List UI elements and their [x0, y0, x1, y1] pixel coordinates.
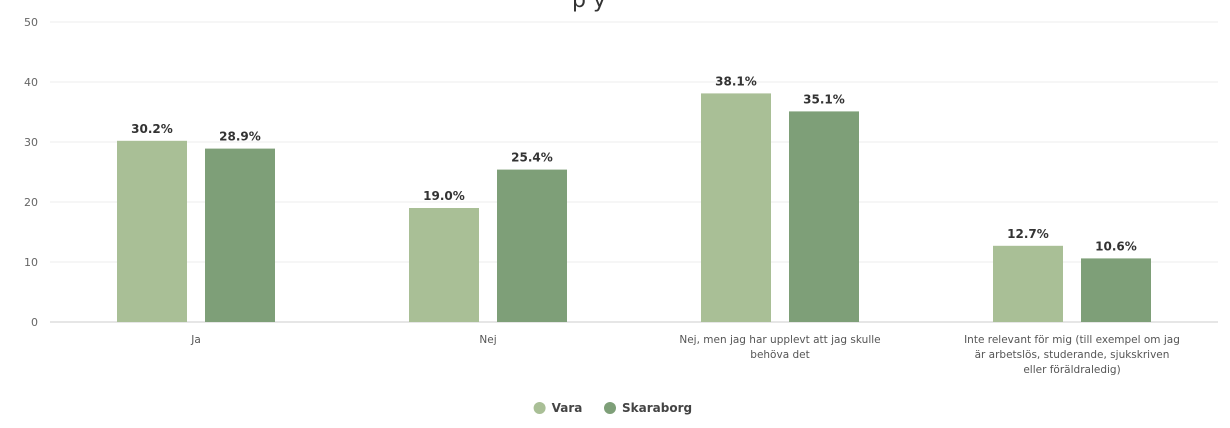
bar-skaraborg-2[interactable]: [789, 111, 859, 323]
data-label: 35.1%: [803, 92, 845, 106]
y-axis-ticks: 0 10 20 30 40 50: [24, 16, 38, 329]
legend-label: Skaraborg: [622, 401, 692, 415]
y-tick-label: 10: [24, 256, 38, 269]
data-label: 12.7%: [1007, 227, 1049, 241]
bar-vara-1[interactable]: [409, 208, 479, 322]
y-tick-label: 30: [24, 136, 38, 149]
x-category-label: Inte relevant för mig (till exempel om j…: [964, 334, 1180, 376]
x-axis-categories: Ja Nej Nej, men jag har upplevt att jag sk…: [190, 334, 1180, 376]
data-label: 28.9%: [219, 130, 261, 144]
chart-title-fragment: p y: [572, 0, 606, 13]
legend-marker: [604, 402, 616, 414]
bar-vara-2[interactable]: [701, 93, 771, 323]
legend-item-skaraborg[interactable]: Skaraborg: [604, 401, 692, 415]
bar-skaraborg-3[interactable]: [1081, 258, 1151, 322]
data-label: 25.4%: [511, 151, 553, 165]
data-label: 30.2%: [131, 122, 173, 136]
legend-item-vara[interactable]: Vara: [533, 401, 583, 415]
y-tick-label: 40: [24, 76, 38, 89]
legend-marker: [533, 402, 546, 414]
y-tick-label: 0: [31, 316, 38, 329]
x-category-label: Nej: [479, 334, 496, 346]
data-label: 19.0%: [423, 189, 465, 203]
data-label: 10.6%: [1095, 239, 1137, 253]
y-tick-label: 20: [24, 196, 38, 209]
bar-skaraborg-1[interactable]: [497, 169, 567, 322]
bar-vara-0[interactable]: [117, 140, 187, 322]
data-labels: 30.2% 28.9% 19.0% 25.4% 38.1% 35.1% 12.7% 10.6%: [131, 74, 1137, 253]
y-tick-label: 50: [24, 16, 38, 29]
data-label: 38.1%: [715, 74, 757, 88]
bar-vara-3[interactable]: [993, 245, 1063, 322]
bars: [117, 93, 1151, 323]
x-category-label: Ja: [190, 334, 201, 346]
legend: Vara Skaraborg: [533, 401, 692, 415]
bar-skaraborg-0[interactable]: [205, 148, 275, 322]
legend-label: Vara: [552, 401, 583, 415]
x-category-label: Nej, men jag har upplevt att jag skulle b…: [679, 334, 880, 361]
